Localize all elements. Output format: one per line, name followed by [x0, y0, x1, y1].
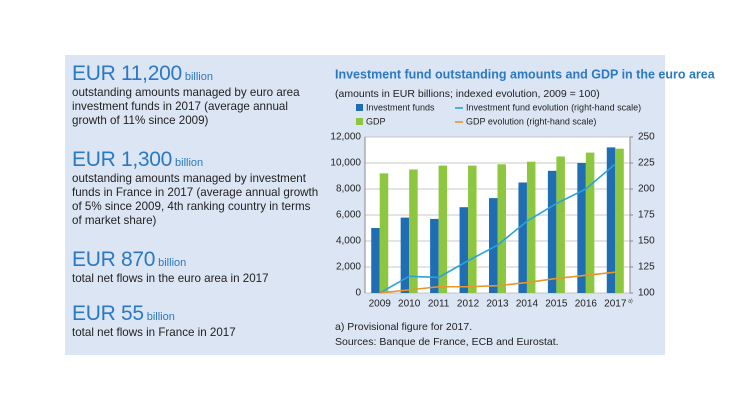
- stat-amount: EUR 1,300: [72, 148, 173, 171]
- stat-unit: billion: [184, 71, 213, 83]
- x-tick-label: 2014: [516, 299, 539, 310]
- source: Sources: Banque de France, ECB and Euros…: [335, 336, 559, 348]
- bar: [430, 218, 439, 293]
- y2-tick-label: 200: [638, 184, 655, 195]
- stat-text: outstanding amounts managed by euro area…: [72, 86, 300, 127]
- legend-label: GDP: [366, 116, 386, 126]
- bar: [497, 164, 506, 293]
- stat-heading: EUR 11,200 billion: [72, 62, 322, 86]
- y-tick-label: 8,000: [336, 184, 361, 195]
- category-marker: a): [628, 298, 633, 304]
- y-tick-label: 6,000: [336, 210, 361, 221]
- bar: [459, 207, 469, 293]
- bar: [409, 169, 418, 293]
- bar: [615, 148, 624, 293]
- stat-text: total net flows in the euro area in 2017: [72, 272, 269, 285]
- line: [379, 163, 616, 294]
- stat-amount: EUR 55: [72, 302, 144, 325]
- bar: [438, 165, 448, 293]
- legend-swatch: [356, 104, 363, 111]
- stat-text: outstanding amounts managed by investmen…: [72, 172, 319, 227]
- stat-amount: EUR 870: [72, 248, 156, 271]
- x-tick-label: 2013: [486, 299, 509, 310]
- bar: [468, 165, 477, 293]
- y2-tick-label: 250: [638, 132, 655, 143]
- stat-amount: EUR 11,200: [72, 62, 182, 85]
- stat: EUR 1,300 billion outstanding amounts mana…: [72, 148, 322, 228]
- bar: [585, 152, 595, 293]
- stat-heading: EUR 870 billion: [72, 248, 322, 272]
- y-tick-label: 4,000: [336, 236, 361, 247]
- chart-title: Investment fund outstanding amounts and …: [335, 67, 716, 81]
- stat-heading: EUR 1,300 billion: [72, 148, 322, 172]
- stat: EUR 11,200 billion outstanding amounts man…: [72, 62, 322, 128]
- x-tick-label: 2010: [398, 299, 421, 310]
- y2-tick-label: 175: [638, 210, 655, 221]
- y2-tick-label: 150: [638, 236, 655, 247]
- bar: [379, 173, 389, 293]
- x-tick-label: 2016: [575, 299, 598, 310]
- bar: [606, 147, 616, 293]
- y-tick-label: 0: [355, 288, 361, 299]
- y2-tick-label: 225: [638, 158, 655, 169]
- y-tick-label: 10,000: [330, 158, 361, 169]
- stat: EUR 55 billion total net flows in France i…: [72, 302, 322, 340]
- y-tick-label: 2,000: [336, 262, 361, 273]
- stat-unit: billion: [158, 257, 187, 269]
- bar: [489, 198, 498, 293]
- stat-heading: EUR 55 billion: [72, 302, 322, 326]
- y2-tick-label: 100: [638, 288, 655, 299]
- bar: [400, 217, 410, 293]
- x-tick-label: 2017: [604, 299, 627, 310]
- y2-tick-label: 125: [638, 262, 655, 273]
- y-tick-label: 12,000: [330, 132, 361, 143]
- bar: [556, 156, 565, 293]
- footnote: a) Provisional figure for 2017.: [335, 321, 472, 333]
- bar: [371, 228, 380, 293]
- bar: [518, 182, 527, 293]
- stat-unit: billion: [175, 157, 204, 169]
- chart-subtitle: (amounts in EUR billions; indexed evolut…: [335, 88, 600, 100]
- line: [379, 271, 616, 294]
- x-tick-label: 2015: [545, 299, 568, 310]
- legend-swatch: [356, 118, 363, 125]
- x-tick-label: 2011: [428, 299, 450, 310]
- legend-label: Investment fund evolution (right-hand sc…: [466, 102, 641, 112]
- stat-text: total net flows in France in 2017: [72, 326, 236, 339]
- legend-label: Investment funds: [366, 102, 435, 112]
- bar: [526, 161, 536, 293]
- bar: [577, 163, 586, 293]
- x-tick-label: 2009: [369, 299, 392, 310]
- bar: [547, 170, 557, 293]
- stat: EUR 870 billion total net flows in the eur…: [72, 248, 322, 286]
- x-tick-label: 2012: [457, 299, 480, 310]
- legend-label: GDP evolution (right-hand scale): [466, 116, 596, 126]
- stat-unit: billion: [146, 311, 175, 323]
